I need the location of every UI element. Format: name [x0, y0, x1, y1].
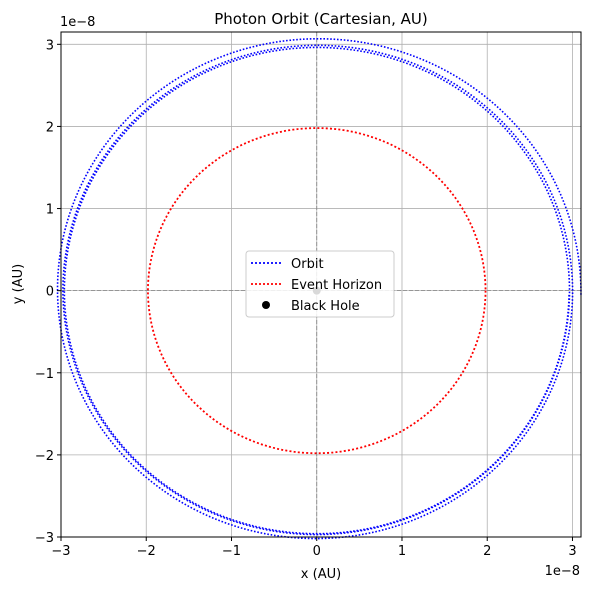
y-axis-label: y (AU) [11, 264, 26, 304]
series-event-horizon [147, 127, 487, 455]
y-tick-label: 2 [46, 120, 54, 135]
legend-swatch-black-hole [262, 301, 270, 309]
x-axis-offset-label: 1e−8 [545, 564, 580, 579]
series-orbit [56, 37, 582, 540]
y-tick-label: −3 [35, 531, 54, 546]
x-tick-label: 0 [313, 544, 321, 559]
x-axis-label: x (AU) [301, 567, 341, 582]
chart-title: Photon Orbit (Cartesian, AU) [214, 10, 427, 28]
y-axis-ticks: −3 −2 −1 0 1 2 3 [35, 38, 61, 546]
x-tick-label: −3 [51, 544, 70, 559]
y-tick-label: 0 [46, 285, 54, 300]
y-tick-label: −2 [35, 449, 54, 464]
y-tick-label: 3 [46, 38, 54, 53]
x-tick-label: −1 [222, 544, 241, 559]
y-tick-label: −1 [35, 367, 54, 382]
y-axis-offset-label: 1e−8 [60, 15, 95, 30]
legend-box [245, 250, 395, 318]
legend-label-event-horizon: Event Horizon [291, 278, 382, 293]
legend-label-orbit: Orbit [291, 257, 324, 272]
x-tick-label: 1 [398, 544, 406, 559]
y-tick-label: 1 [46, 203, 54, 218]
legend: Orbit Event Horizon Black Hole [245, 250, 395, 318]
x-tick-label: −2 [137, 544, 156, 559]
x-tick-label: 3 [568, 544, 576, 559]
plot-frame [60, 31, 582, 538]
legend-label-black-hole: Black Hole [291, 299, 360, 314]
x-axis-ticks: −3 −2 −1 0 1 2 3 [51, 537, 577, 559]
x-tick-label: 2 [483, 544, 491, 559]
